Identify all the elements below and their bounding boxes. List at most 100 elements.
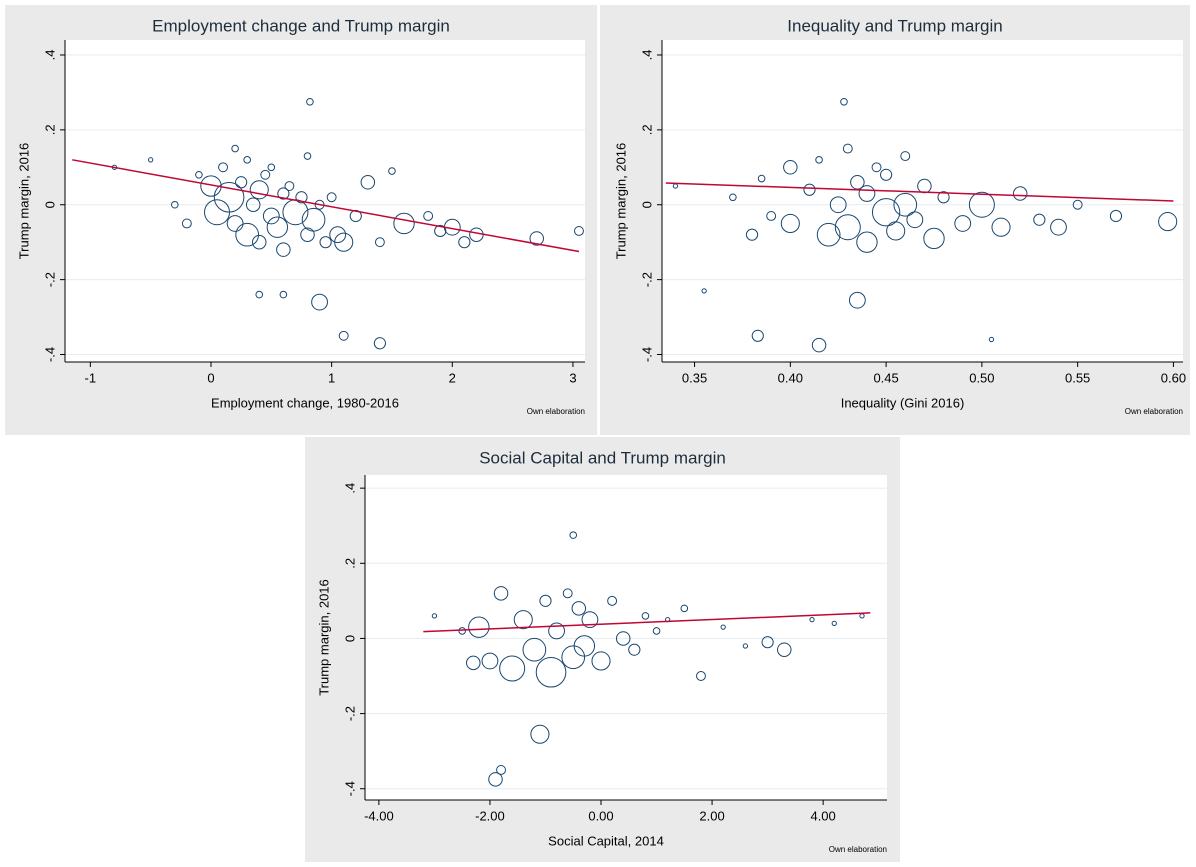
point	[766, 211, 777, 221]
plot-area	[365, 475, 887, 800]
point	[720, 624, 726, 630]
point	[195, 170, 203, 179]
x-tick-label: -1	[85, 370, 97, 385]
x-tick-label: 0	[207, 370, 214, 385]
x-axis-label: Social Capital, 2014	[548, 833, 664, 848]
x-tick-label: 1	[328, 370, 335, 385]
y-tick-label: .2	[639, 124, 654, 135]
point	[574, 226, 584, 236]
point	[522, 637, 547, 662]
point	[906, 211, 924, 229]
point	[562, 588, 573, 599]
point	[231, 144, 239, 153]
point	[811, 337, 827, 353]
y-tick-label: -.2	[342, 706, 357, 721]
point	[1012, 186, 1028, 201]
point	[373, 337, 386, 350]
point	[301, 207, 326, 232]
point	[1158, 212, 1178, 232]
y-tick-label: 0	[42, 201, 57, 208]
point	[900, 151, 911, 162]
point	[245, 197, 261, 212]
point	[535, 656, 567, 688]
x-tick-label: 0.35	[682, 370, 707, 385]
point	[496, 764, 507, 775]
chart-title: Inequality and Trump margin	[787, 16, 1002, 35]
point	[880, 168, 893, 181]
point	[466, 655, 481, 671]
fit-line	[423, 612, 871, 633]
point	[513, 610, 533, 630]
point	[170, 200, 179, 209]
point	[745, 228, 759, 241]
x-axis-label: Employment change, 1980-2016	[211, 395, 399, 410]
point	[548, 622, 565, 640]
x-tick-label: -4.00	[364, 808, 394, 823]
point	[1109, 209, 1123, 223]
plot-area	[662, 40, 1183, 362]
point	[831, 620, 837, 627]
point	[311, 293, 328, 311]
y-tick-label: .2	[42, 124, 57, 135]
x-axis-label: Inequality (Gini 2016)	[841, 395, 965, 410]
point	[968, 191, 995, 218]
point	[530, 724, 550, 744]
y-tick-label: .4	[639, 50, 654, 61]
x-tick-label: 2	[449, 370, 456, 385]
point	[871, 198, 901, 227]
point	[850, 175, 865, 190]
x-tick-label: -2.00	[475, 808, 505, 823]
point	[458, 236, 471, 249]
point	[886, 221, 906, 241]
point	[235, 222, 260, 247]
point	[266, 216, 289, 238]
point	[991, 217, 1011, 237]
point	[393, 212, 415, 235]
point	[858, 185, 876, 202]
point	[255, 290, 264, 299]
point	[360, 175, 376, 190]
point	[615, 631, 631, 646]
x-tick-label: 2.00	[699, 808, 724, 823]
point	[243, 156, 251, 164]
point	[529, 231, 544, 246]
y-tick-label: 0	[639, 201, 654, 208]
point	[777, 642, 792, 657]
note: Own elaboration	[829, 845, 887, 854]
point	[834, 214, 861, 241]
note: Own elaboration	[1125, 407, 1183, 416]
point	[276, 242, 291, 257]
point	[569, 531, 578, 539]
point	[591, 651, 611, 671]
point	[742, 643, 749, 649]
y-tick-label: 0	[342, 635, 357, 642]
point	[1033, 213, 1046, 226]
point	[388, 167, 396, 175]
fit-line	[665, 182, 1174, 202]
point	[783, 160, 798, 175]
point	[213, 181, 245, 213]
point	[306, 97, 314, 106]
point	[279, 290, 288, 299]
point	[641, 612, 650, 620]
point	[816, 222, 841, 247]
point	[1050, 218, 1067, 236]
point	[235, 176, 248, 189]
plot-area	[65, 40, 585, 362]
y-axis-label: Trump margin, 2016	[316, 579, 331, 696]
point	[680, 604, 689, 613]
point	[729, 193, 737, 202]
point	[295, 191, 308, 204]
point	[628, 643, 641, 656]
point	[260, 169, 271, 180]
point	[226, 215, 244, 232]
point	[573, 635, 596, 657]
point	[937, 191, 950, 204]
point	[954, 215, 972, 232]
x-tick-label: 0.45	[873, 370, 898, 385]
point	[249, 180, 269, 200]
point	[303, 152, 312, 160]
point	[326, 192, 337, 203]
point	[581, 611, 599, 629]
